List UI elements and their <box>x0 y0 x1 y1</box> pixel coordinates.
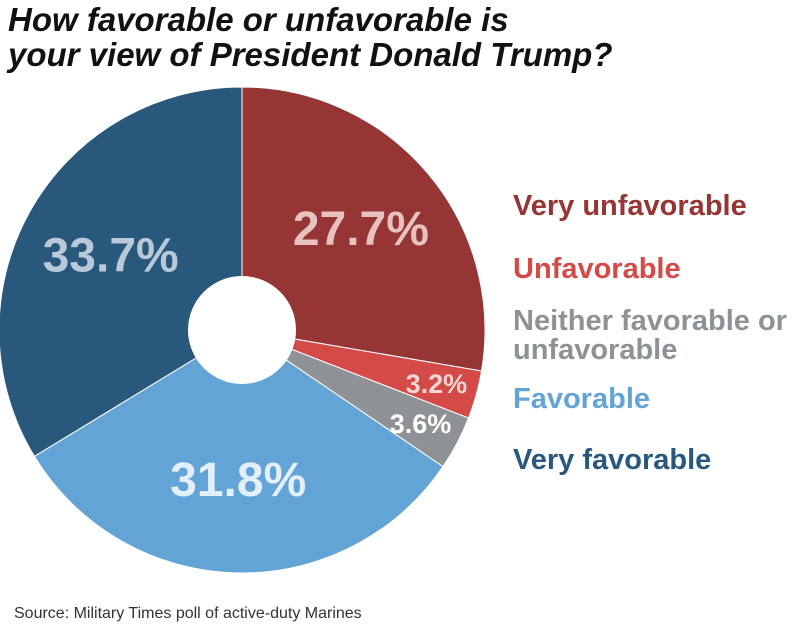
legend-item-neither: Neither favorable or unfavorable <box>513 305 787 366</box>
pie-slice-3 <box>33 329 444 574</box>
pie-slice-0 <box>241 86 486 372</box>
pie-slice-4 <box>0 86 243 458</box>
chart-title: How favorable or unfavorable is your vie… <box>8 2 798 72</box>
source-note: Source: Military Times poll of active-du… <box>14 605 362 622</box>
slice-label-1: 3.2% <box>406 369 468 399</box>
slice-label-4: 33.7% <box>43 230 179 283</box>
chart-title-line-2: your view of President Donald Trump? <box>8 36 613 73</box>
chart-title-line-1: How favorable or unfavorable is <box>8 1 509 38</box>
slice-label-0: 27.7% <box>293 203 429 256</box>
legend-item-unfavorable: Unfavorable <box>513 253 681 285</box>
pie-center-hole <box>188 276 296 384</box>
legend-item-very-favorable: Very favorable <box>513 444 712 476</box>
slice-label-3: 31.8% <box>170 454 306 507</box>
legend-item-favorable: Favorable <box>513 383 650 415</box>
legend-item-very-unfavorable: Very unfavorable <box>513 190 747 222</box>
slice-label-2: 3.6% <box>390 409 452 439</box>
